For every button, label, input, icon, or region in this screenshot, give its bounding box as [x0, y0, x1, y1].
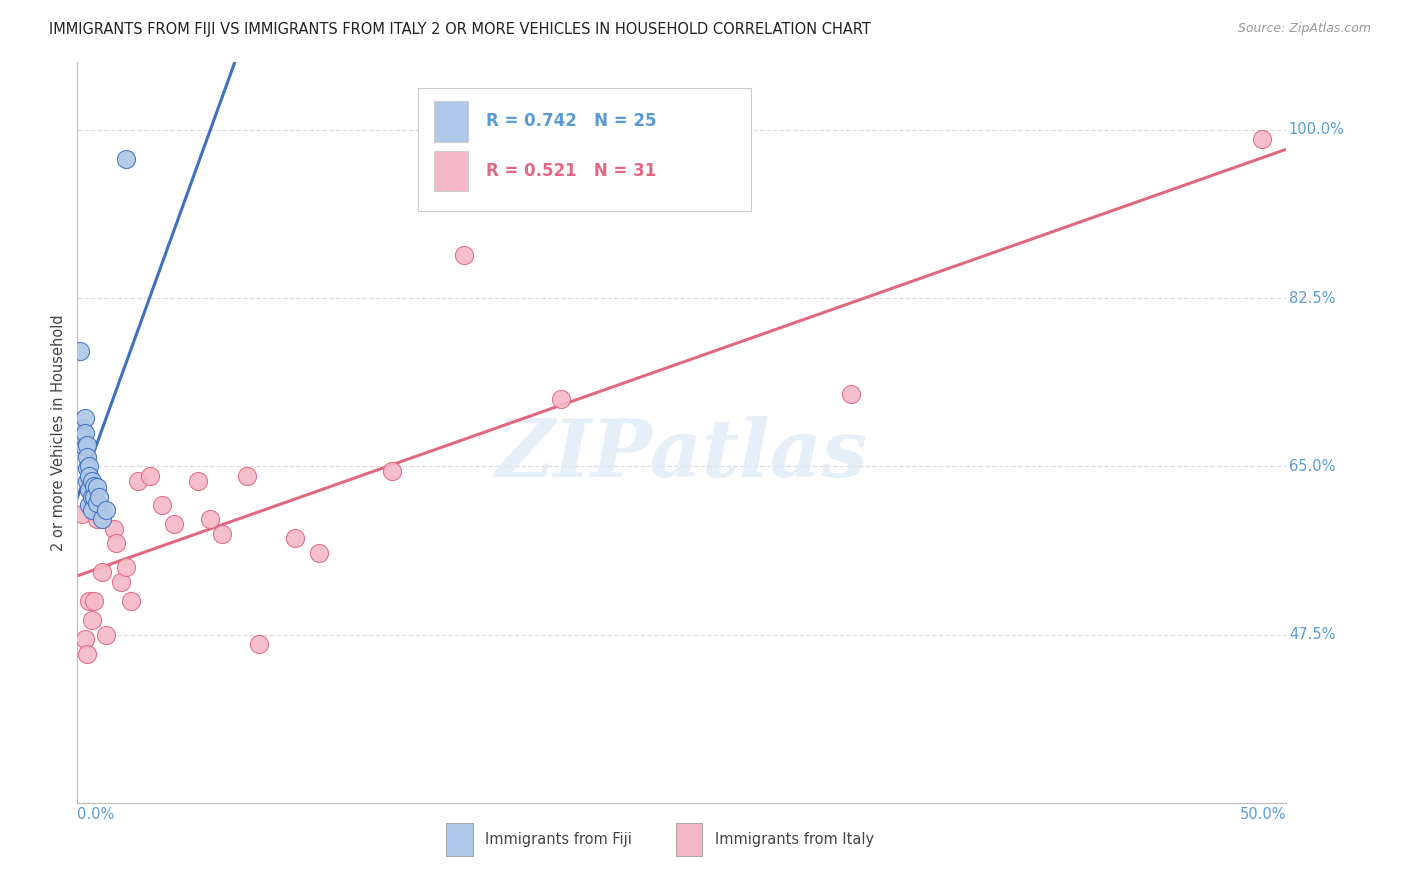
Point: [103, 522, 125, 536]
Point: [86, 496, 108, 510]
Text: 65.0%: 65.0%: [1289, 458, 1336, 474]
Point: [76, 450, 98, 464]
Point: [96, 627, 118, 641]
Point: [105, 536, 128, 550]
Point: [163, 516, 186, 531]
Point: [839, 387, 862, 401]
Point: [114, 152, 136, 166]
Point: [79, 469, 101, 483]
Point: [86, 480, 108, 494]
Point: [83, 490, 105, 504]
Point: [211, 526, 233, 541]
Point: [110, 574, 132, 589]
Point: [381, 464, 404, 478]
Text: 0.0%: 0.0%: [77, 806, 114, 822]
Point: [308, 546, 330, 560]
Point: [90, 565, 112, 579]
Point: [139, 469, 162, 483]
Point: [120, 594, 142, 608]
Point: [114, 560, 136, 574]
Point: [150, 498, 173, 512]
Text: 47.5%: 47.5%: [1289, 627, 1336, 642]
Point: [73, 440, 96, 454]
Point: [235, 469, 257, 483]
Point: [80, 502, 103, 516]
Text: 50.0%: 50.0%: [1240, 806, 1286, 822]
Point: [80, 613, 103, 627]
Text: 82.5%: 82.5%: [1289, 291, 1336, 305]
FancyBboxPatch shape: [434, 151, 468, 191]
Point: [187, 474, 209, 488]
FancyBboxPatch shape: [419, 88, 751, 211]
Point: [1251, 132, 1274, 146]
Point: [70, 430, 93, 444]
Point: [73, 632, 96, 647]
Point: [79, 498, 101, 512]
Point: [127, 474, 149, 488]
Point: [76, 438, 98, 452]
Point: [86, 512, 108, 526]
Point: [453, 248, 475, 262]
Point: [87, 490, 110, 504]
Point: [87, 498, 110, 512]
Point: [73, 411, 96, 425]
Point: [70, 421, 93, 435]
Point: [200, 512, 222, 526]
Point: [284, 532, 307, 546]
FancyBboxPatch shape: [446, 822, 472, 856]
Point: [79, 459, 101, 474]
Point: [70, 508, 93, 522]
Point: [76, 647, 98, 661]
Point: [80, 490, 103, 504]
Y-axis label: 2 or more Vehicles in Household: 2 or more Vehicles in Household: [51, 314, 66, 551]
FancyBboxPatch shape: [676, 822, 703, 856]
Point: [80, 474, 103, 488]
Point: [247, 637, 270, 651]
Point: [550, 392, 572, 406]
Point: [69, 343, 91, 358]
Point: [96, 502, 118, 516]
Point: [83, 478, 105, 492]
Text: R = 0.742   N = 25: R = 0.742 N = 25: [486, 112, 657, 130]
Text: Source: ZipAtlas.com: Source: ZipAtlas.com: [1237, 22, 1371, 36]
Text: Immigrants from Fiji: Immigrants from Fiji: [485, 832, 631, 847]
Point: [73, 425, 96, 440]
Text: IMMIGRANTS FROM FIJI VS IMMIGRANTS FROM ITALY 2 OR MORE VEHICLES IN HOUSEHOLD CO: IMMIGRANTS FROM FIJI VS IMMIGRANTS FROM …: [49, 22, 872, 37]
Point: [79, 594, 101, 608]
Text: 100.0%: 100.0%: [1289, 122, 1344, 137]
Point: [76, 474, 98, 488]
Point: [90, 512, 112, 526]
Point: [79, 483, 101, 498]
FancyBboxPatch shape: [434, 101, 468, 142]
Point: [83, 594, 105, 608]
Text: Immigrants from Italy: Immigrants from Italy: [714, 832, 873, 847]
Text: R = 0.521   N = 31: R = 0.521 N = 31: [486, 162, 657, 180]
Text: ZIPatlas: ZIPatlas: [496, 416, 868, 493]
Point: [76, 461, 98, 475]
